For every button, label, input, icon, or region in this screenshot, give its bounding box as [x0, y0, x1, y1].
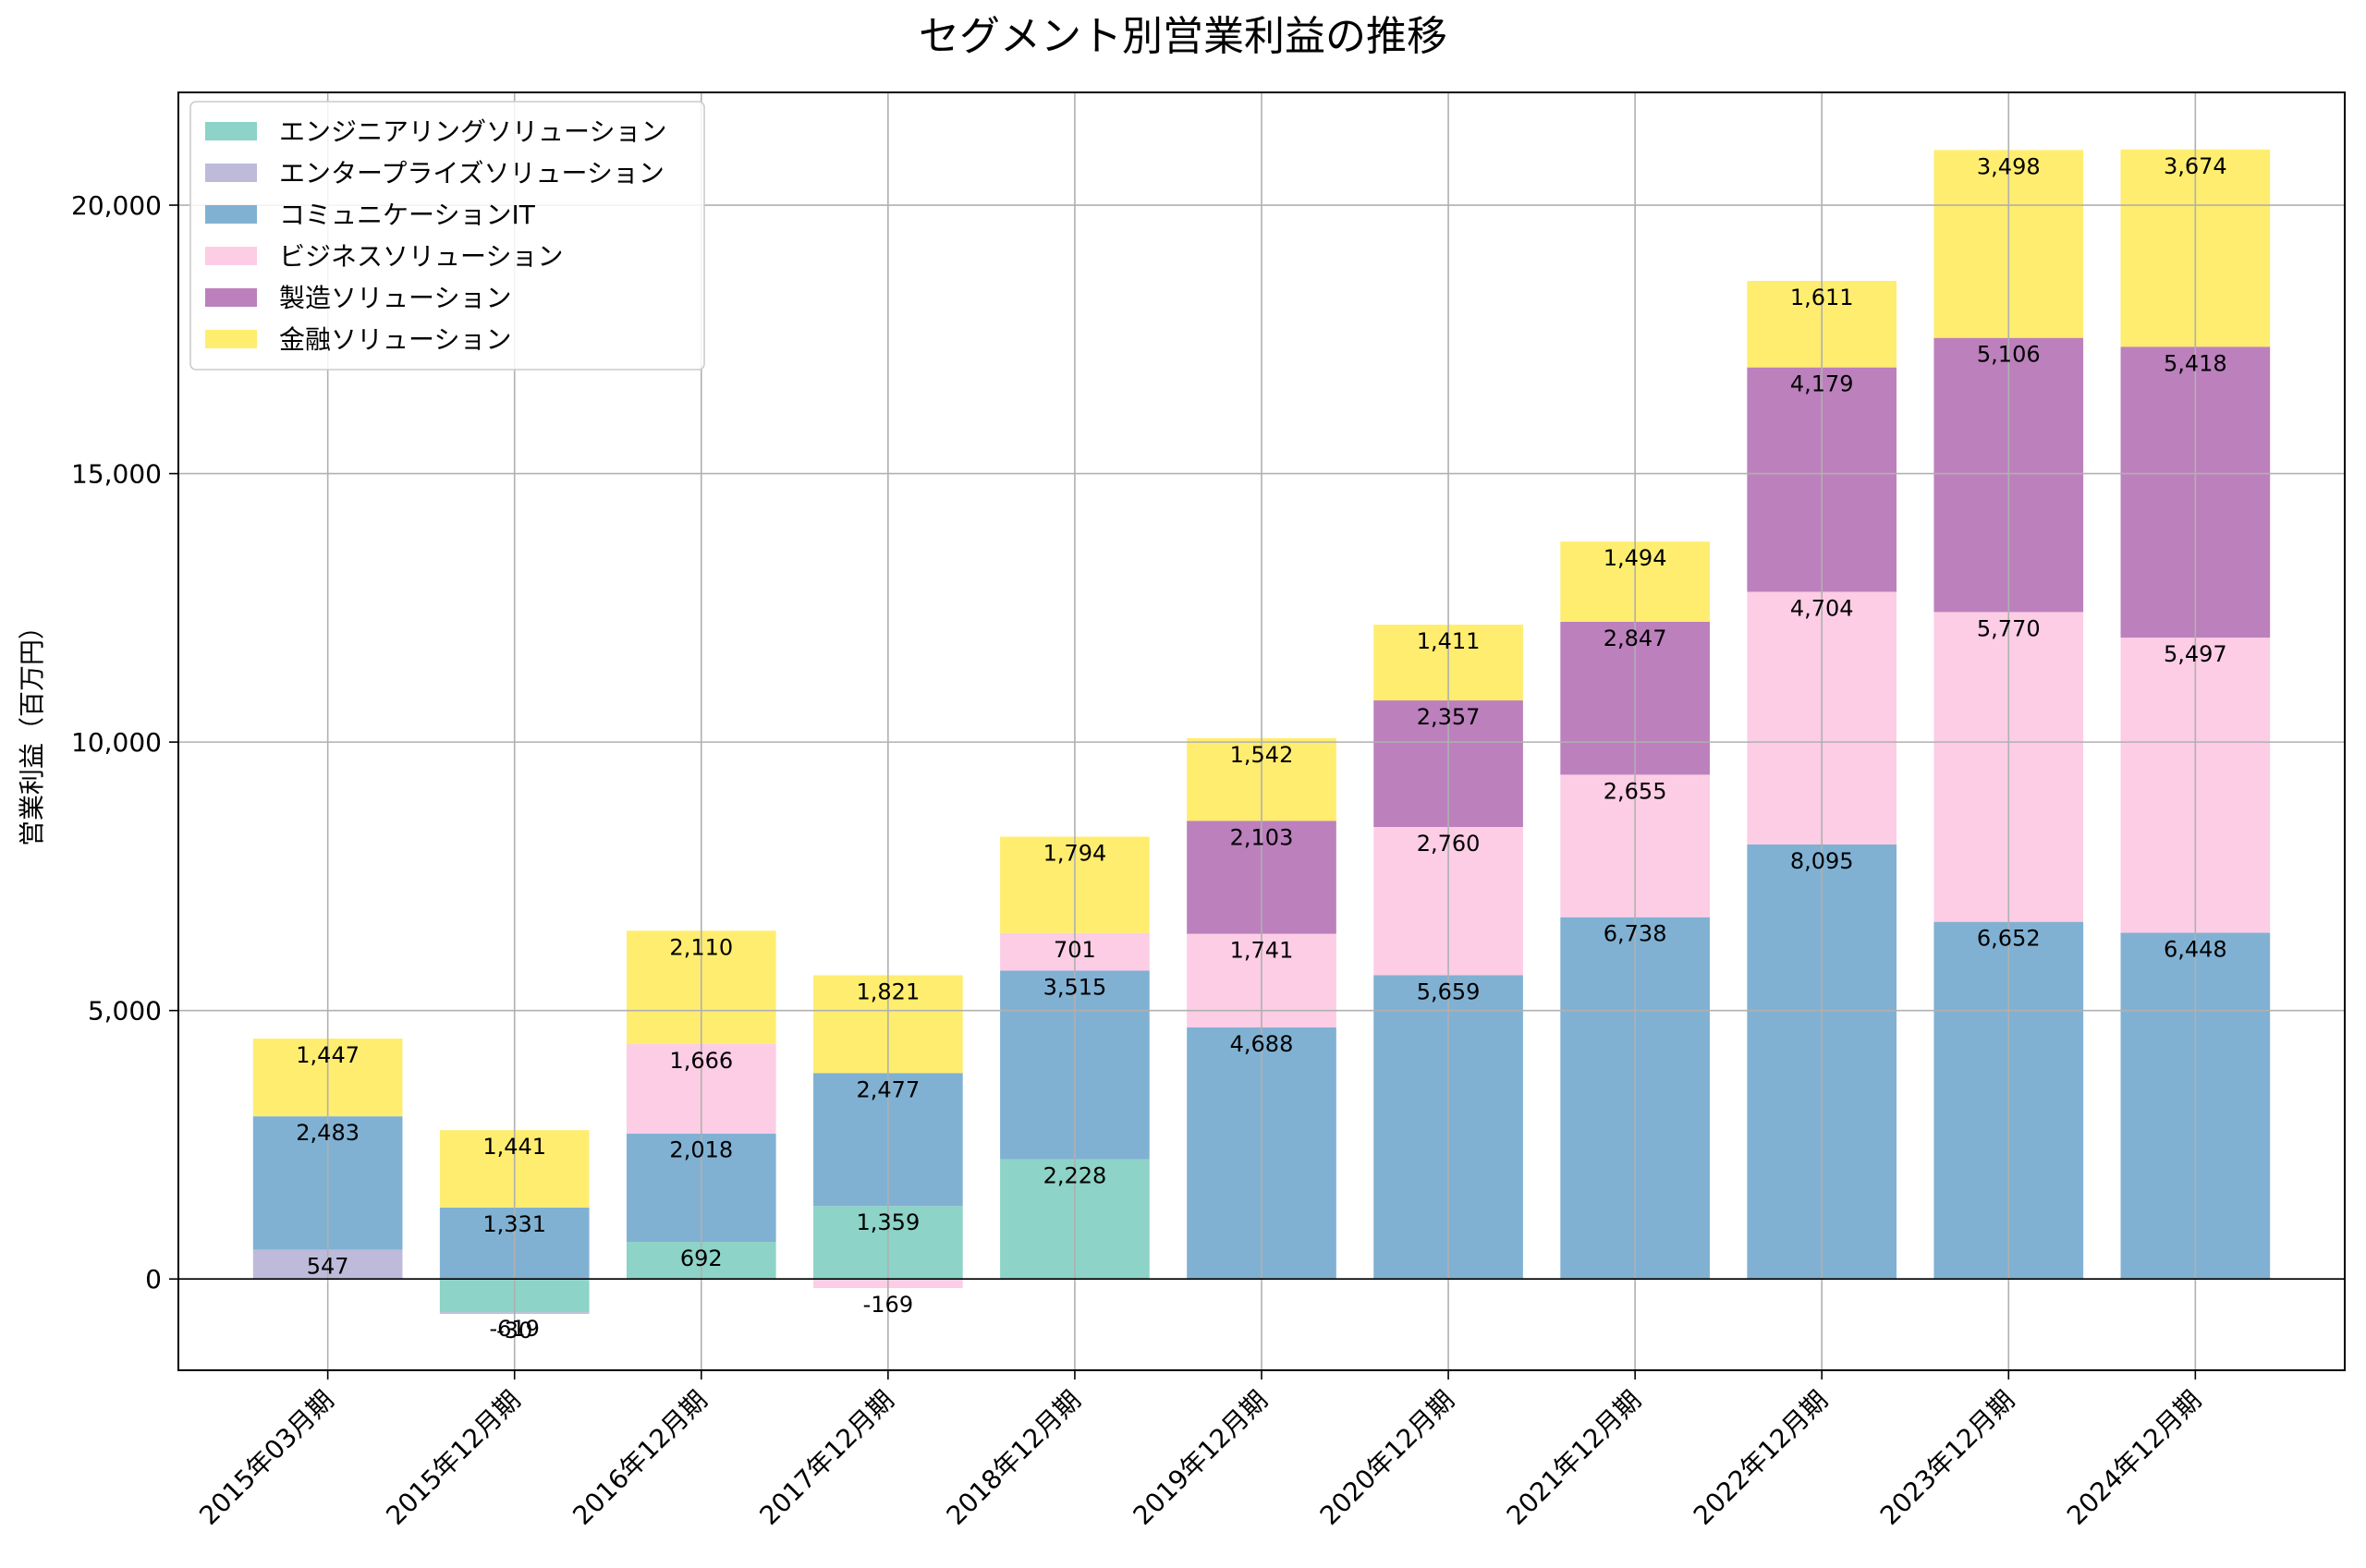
- x-tick-label-6: 2020年12月期: [1314, 1385, 1460, 1531]
- legend: エンジニアリングソリューションエンタープライズソリューションコミュニケーションI…: [189, 101, 705, 371]
- legend-box: [189, 101, 705, 371]
- legend-label-ビジネスソリューション: ビジネスソリューション: [279, 241, 563, 272]
- data-label-金融ソリューション-7: 1,494: [1604, 545, 1667, 571]
- data-label-エンジニアリングソリューション-1: -619: [489, 1316, 539, 1342]
- legend-swatch-エンタープライズソリューション: [205, 164, 257, 182]
- data-label-コミュニケーションIT-5: 4,688: [1230, 1031, 1294, 1057]
- data-labels: -619 692 1,359 2,228 547 -30 2,483 1,331 2,018 2,…: [296, 153, 2226, 1343]
- legend-swatch-ビジネスソリューション: [205, 247, 257, 265]
- data-label-金融ソリューション-6: 1,411: [1417, 628, 1481, 654]
- data-label-ビジネスソリューション-10: 5,497: [2164, 641, 2227, 667]
- data-label-コミュニケーションIT-0: 2,483: [296, 1120, 360, 1146]
- data-label-コミュニケーションIT-3: 2,477: [857, 1076, 921, 1102]
- legend-label-エンジニアリングソリューション: エンジニアリングソリューション: [279, 116, 666, 147]
- data-label-製造ソリューション-5: 2,103: [1230, 824, 1294, 850]
- data-label-金融ソリューション-9: 3,498: [1977, 153, 2041, 179]
- legend-label-製造ソリューション: 製造ソリューション: [279, 283, 511, 313]
- y-tick-label-0: 0: [145, 1264, 162, 1295]
- data-label-エンタープライズソリューション-0: 547: [307, 1253, 349, 1279]
- data-label-金融ソリューション-1: 1,441: [482, 1134, 546, 1160]
- grid-lines: [178, 92, 2345, 1370]
- x-tick-label-0: 2015年03月期: [193, 1385, 339, 1531]
- y-axis-label: 営業利益（百万円）: [17, 614, 47, 846]
- legend-label-金融ソリューション: 金融ソリューション: [279, 324, 511, 355]
- data-label-コミュニケーションIT-6: 5,659: [1417, 978, 1481, 1004]
- data-label-エンジニアリングソリューション-3: 1,359: [857, 1209, 921, 1235]
- data-label-金融ソリューション-8: 1,611: [1790, 285, 1854, 310]
- x-tick-label-3: 2017年12月期: [753, 1385, 899, 1531]
- data-label-ビジネスソリューション-5: 1,741: [1230, 938, 1294, 964]
- x-tick-label-4: 2018年12月期: [941, 1385, 1087, 1531]
- legend-label-エンタープライズソリューション: エンタープライズソリューション: [279, 158, 665, 188]
- data-label-ビジネスソリューション-3: -169: [863, 1292, 913, 1318]
- legend-label-コミュニケーションIT: コミュニケーションIT: [279, 200, 536, 230]
- data-label-金融ソリューション-4: 1,794: [1043, 841, 1107, 867]
- y-tick-label-4: 20,000: [71, 190, 162, 221]
- x-tick-label-8: 2022年12月期: [1688, 1385, 1834, 1531]
- data-label-製造ソリューション-8: 4,179: [1790, 371, 1854, 397]
- data-label-エンタープライズソリューション-1: -30: [496, 1318, 532, 1343]
- x-tick-label-9: 2023年12月期: [1874, 1385, 2020, 1531]
- data-label-エンジニアリングソリューション-2: 692: [680, 1246, 723, 1271]
- data-label-コミュニケーションIT-8: 8,095: [1790, 848, 1854, 874]
- x-tick-label-5: 2019年12月期: [1128, 1385, 1274, 1531]
- data-label-コミュニケーションIT-7: 6,738: [1604, 921, 1667, 947]
- x-tick-label-2: 2016年12月期: [567, 1385, 713, 1531]
- x-tick-label-7: 2021年12月期: [1501, 1385, 1647, 1531]
- legend-swatch-金融ソリューション: [205, 330, 257, 348]
- data-label-製造ソリューション-7: 2,847: [1604, 626, 1667, 651]
- data-label-ビジネスソリューション-4: 701: [1054, 937, 1096, 963]
- data-label-コミュニケーションIT-2: 2,018: [669, 1137, 733, 1163]
- x-tick-label-1: 2015年12月期: [380, 1385, 526, 1531]
- data-label-製造ソリューション-9: 5,106: [1977, 342, 2041, 368]
- y-tick-label-1: 5,000: [88, 996, 162, 1027]
- y-tick-label-3: 15,000: [71, 459, 162, 490]
- data-label-製造ソリューション-10: 5,418: [2164, 350, 2227, 376]
- data-label-ビジネスソリューション-6: 2,760: [1417, 831, 1481, 857]
- data-label-ビジネスソリューション-2: 1,666: [669, 1048, 733, 1074]
- chart-title: セグメント別営業利益の推移: [919, 13, 1447, 60]
- data-label-コミュニケーションIT-9: 6,652: [1977, 926, 2041, 952]
- y-tick-label-2: 10,000: [71, 727, 162, 758]
- data-label-エンジニアリングソリューション-4: 2,228: [1043, 1163, 1107, 1189]
- data-label-ビジネスソリューション-7: 2,655: [1604, 778, 1667, 804]
- x-tick-label-10: 2024年12月期: [2061, 1385, 2207, 1531]
- data-label-金融ソリューション-2: 2,110: [669, 934, 733, 960]
- legend-swatch-エンジニアリングソリューション: [205, 122, 257, 140]
- data-label-金融ソリューション-0: 1,447: [296, 1042, 360, 1068]
- data-label-金融ソリューション-5: 1,542: [1230, 742, 1294, 768]
- data-label-コミュニケーションIT-4: 3,515: [1043, 974, 1107, 1000]
- data-label-製造ソリューション-6: 2,357: [1417, 704, 1481, 730]
- data-label-コミュニケーションIT-10: 6,448: [2164, 937, 2227, 963]
- data-label-金融ソリューション-3: 1,821: [857, 978, 921, 1004]
- data-label-ビジネスソリューション-9: 5,770: [1977, 615, 2041, 641]
- data-label-金融ソリューション-10: 3,674: [2164, 153, 2227, 179]
- legend-swatch-製造ソリューション: [205, 288, 257, 307]
- data-label-ビジネスソリューション-8: 4,704: [1790, 595, 1854, 621]
- legend-swatch-コミュニケーションIT: [205, 205, 257, 224]
- data-label-コミュニケーションIT-1: 1,331: [482, 1211, 546, 1237]
